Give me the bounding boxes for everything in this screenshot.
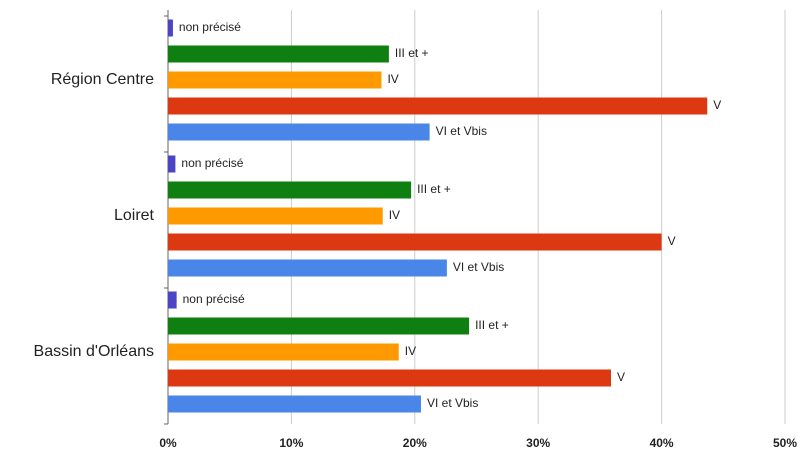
bar-label: V <box>668 234 676 248</box>
bar-label: non précisé <box>179 20 241 34</box>
bar-label: IV <box>387 72 398 86</box>
bar <box>168 291 177 309</box>
bar-label: IV <box>389 208 400 222</box>
bar-label: IV <box>405 344 416 358</box>
bar <box>168 317 470 335</box>
bar-label: V <box>713 98 721 112</box>
bar-label: VI et Vbis <box>436 124 487 138</box>
y-tick-label: Région Centre <box>51 71 154 88</box>
x-tick-label: 30% <box>526 436 550 450</box>
bar <box>168 71 382 89</box>
x-tick-label: 50% <box>773 436 797 450</box>
x-tick-label: 0% <box>159 436 177 450</box>
bar-label: III et + <box>417 182 451 196</box>
x-tick-label: 10% <box>279 436 303 450</box>
bar <box>168 19 173 37</box>
bar <box>168 259 447 277</box>
bar-label: III et + <box>395 46 429 60</box>
bar <box>168 181 412 199</box>
y-tick-label: Loiret <box>114 207 155 224</box>
bar-label: non précisé <box>183 292 245 306</box>
bar <box>168 395 421 413</box>
bar <box>168 233 662 251</box>
bar-label: III et + <box>475 318 509 332</box>
bar-label: V <box>617 370 625 384</box>
x-tick-label: 40% <box>650 436 674 450</box>
bar <box>168 207 383 225</box>
bar-label: non précisé <box>181 156 243 170</box>
bar <box>168 45 389 63</box>
bar <box>168 123 430 141</box>
bar <box>168 369 612 387</box>
bar <box>168 97 708 115</box>
y-tick-label: Bassin d'Orléans <box>34 343 154 360</box>
bar-label: VI et Vbis <box>427 396 478 410</box>
bar <box>168 343 399 361</box>
bar-label: VI et Vbis <box>453 260 504 274</box>
x-tick-label: 20% <box>403 436 427 450</box>
bar <box>168 155 176 173</box>
